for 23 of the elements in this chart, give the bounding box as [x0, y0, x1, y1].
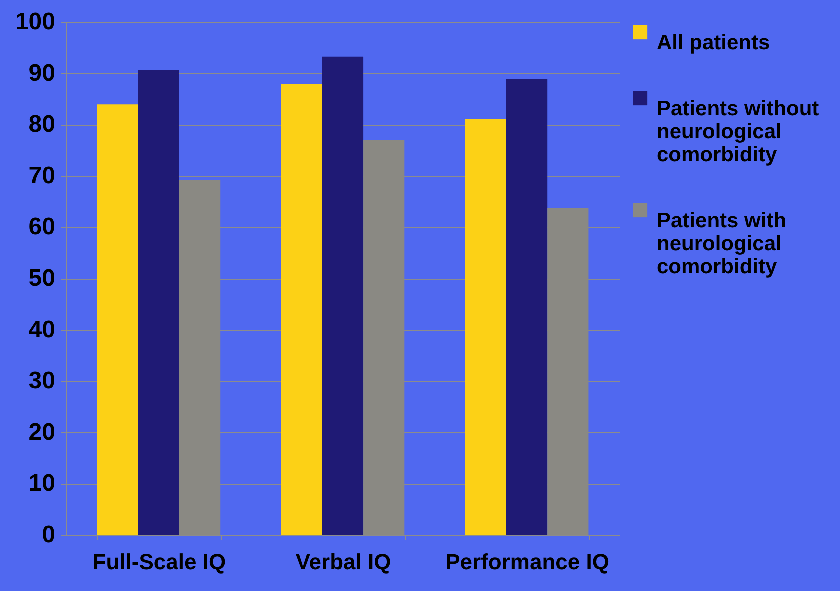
y-tick-label: 50: [28, 265, 56, 292]
legend-label: Patients with neurological comorbidity: [657, 210, 787, 278]
y-tick-label: 40: [28, 316, 56, 344]
y-tick-label: 60: [28, 214, 56, 241]
bar: [506, 79, 548, 535]
bar: [465, 119, 506, 535]
legend-label: All patients: [657, 32, 770, 54]
bar: [322, 56, 364, 535]
x-tick-label: Verbal IQ: [296, 550, 392, 574]
y-tick-label: 20: [28, 418, 56, 446]
y-tick-label: 100: [15, 8, 56, 36]
y-tick-label: 10: [28, 470, 56, 498]
x-tick-label: Performance IQ: [446, 550, 610, 574]
legend-label: Patients without neurological comorbidity: [657, 98, 820, 166]
bar: [138, 70, 180, 535]
y-tick-label: 80: [28, 111, 56, 138]
y-tick-label: 70: [28, 162, 56, 190]
bar: [281, 84, 322, 535]
y-tick-label: 90: [28, 60, 56, 87]
bar: [97, 104, 138, 535]
x-tick-label: Full-Scale IQ: [92, 550, 226, 574]
y-tick-label: 0: [42, 522, 56, 548]
y-tick-label: 30: [28, 368, 56, 395]
